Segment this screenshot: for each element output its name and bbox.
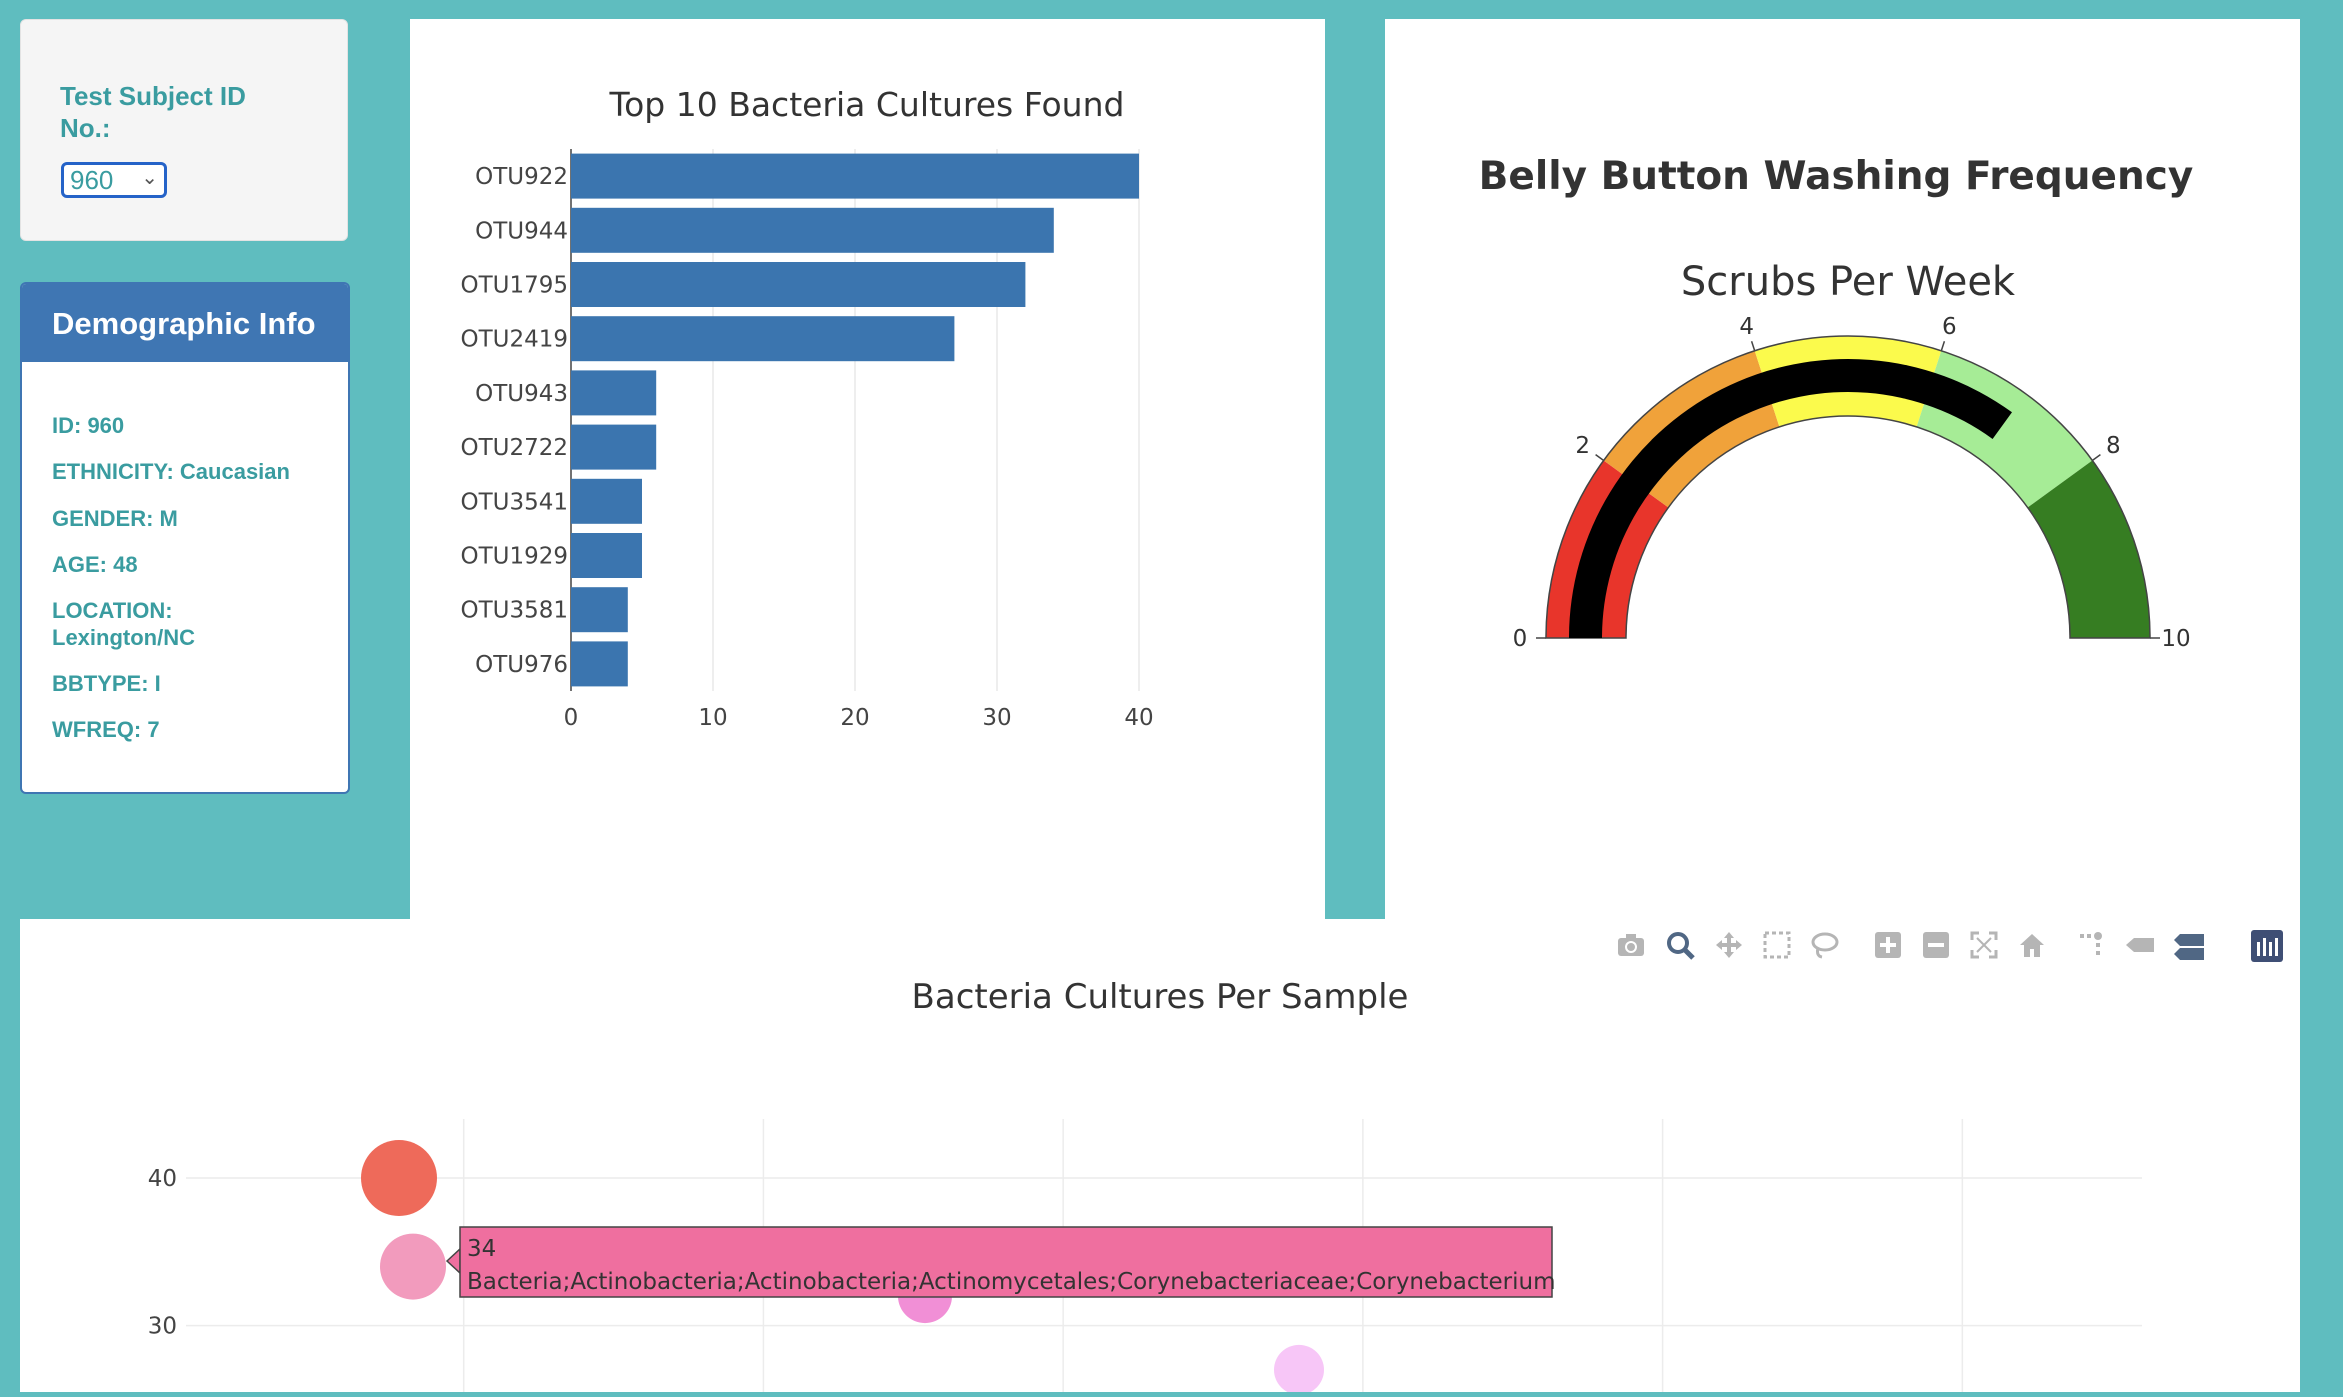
bar-chart-panel: Top 10 Bacteria Cultures Found OTU922 OTU… — [410, 19, 1325, 919]
bar-category-label: OTU976 — [475, 652, 568, 678]
tooltip-pointer — [445, 1247, 461, 1275]
reset-axes-icon[interactable] — [2020, 934, 2044, 957]
bar-x-tick-label: 30 — [982, 705, 1011, 731]
zoom-icon[interactable] — [1667, 932, 1695, 960]
demo-age: AGE: 48 — [52, 552, 138, 577]
bar-category-label: OTU1929 — [460, 544, 568, 570]
tooltip-value: 34 — [467, 1236, 496, 1262]
bar-category-label: OTU943 — [475, 381, 568, 407]
gauge-tick-label: 4 — [1739, 314, 1754, 340]
demo-gender: GENDER: M — [52, 506, 178, 531]
gauge-tick-label: 0 — [1513, 626, 1528, 652]
modebar — [1610, 924, 2300, 966]
bar-category-label: OTU1795 — [460, 273, 568, 299]
gauge-panel: Belly Button Washing Frequency Scrubs Pe… — [1385, 19, 2300, 919]
demographic-info-title: Demographic Info — [52, 306, 316, 341]
gauge-outline — [1545, 335, 2151, 639]
zoom-in-icon[interactable] — [1875, 932, 1901, 958]
subject-id-value: 960 — [70, 165, 114, 195]
gauge-tick — [1750, 341, 1756, 352]
subject-selector-label: Test Subject ID No.: — [60, 81, 246, 143]
subject-selector-panel: Test Subject ID No.: 960 ⌄ — [20, 19, 348, 241]
tooltip-box — [459, 1226, 1553, 1298]
bar[interactable] — [571, 207, 1054, 253]
gauge-value-bar — [1569, 358, 2012, 638]
box-select-icon[interactable] — [1763, 931, 1791, 959]
pan-icon[interactable] — [1716, 932, 1742, 958]
gauge-tick — [1940, 341, 1946, 352]
tooltip-label: Bacteria;Actinobacteria;Actinobacteria;A… — [467, 1269, 1556, 1295]
bar[interactable] — [571, 533, 642, 578]
gauge-tick-label: 2 — [1575, 433, 1590, 459]
gauge-tick — [1595, 454, 1605, 462]
bubble-chart-panel: Bacteria Cultures Per Sample 30 40 34 Bac… — [20, 919, 2300, 1395]
bubble-point[interactable] — [1274, 1344, 1324, 1395]
demo-location: LOCATION: Lexington/NC — [52, 598, 195, 650]
gauge-step — [2027, 460, 2150, 638]
subject-id-select[interactable]: 960 ⌄ — [61, 162, 167, 198]
gauge-chart[interactable]: Belly Button Washing Frequency Scrubs Pe… — [1385, 19, 2300, 919]
bar[interactable] — [571, 370, 657, 416]
bar-x-tick-label: 0 — [564, 705, 579, 731]
bar[interactable] — [571, 641, 628, 687]
hover-closest-icon[interactable] — [2126, 938, 2154, 952]
bar-chart[interactable]: Top 10 Bacteria Cultures Found OTU922 OTU… — [410, 19, 1325, 919]
autoscale-icon[interactable] — [1970, 931, 1998, 959]
bar-x-tick-label: 10 — [698, 705, 727, 731]
lasso-icon[interactable] — [1811, 932, 1839, 959]
bubble-y-tick-label: 30 — [148, 1314, 177, 1340]
camera-icon[interactable] — [1618, 934, 1644, 956]
gauge-subtitle: Scrubs Per Week — [1681, 259, 2016, 305]
bar-category-label: OTU3581 — [460, 598, 568, 624]
demographic-info-panel: Demographic Info ID: 960 ETHNICITY: Cauc… — [20, 282, 350, 794]
demo-wfreq: WFREQ: 7 — [52, 717, 160, 742]
bubble-chart[interactable]: Bacteria Cultures Per Sample 30 40 34 Bac… — [20, 919, 2300, 1395]
gauge-tick-label: 10 — [2161, 626, 2190, 652]
bar-chart-title: Top 10 Bacteria Cultures Found — [609, 85, 1125, 124]
bubble-point[interactable] — [361, 1140, 437, 1217]
bubble-chart-title: Bacteria Cultures Per Sample — [912, 977, 1409, 1017]
bubble-y-tick-label: 40 — [148, 1166, 177, 1192]
gauge-title: Belly Button Washing Frequency — [1479, 154, 2194, 199]
gauge-tick-label: 8 — [2106, 433, 2121, 459]
bubble-point[interactable] — [380, 1233, 446, 1300]
bar[interactable] — [571, 153, 1139, 199]
bar-category-label: OTU922 — [475, 164, 568, 190]
demo-id: ID: 960 — [52, 413, 125, 438]
bar-x-tick-label: 40 — [1124, 705, 1153, 731]
bar[interactable] — [571, 316, 955, 362]
gauge-tick — [2091, 454, 2101, 462]
bar-category-label: OTU3541 — [460, 489, 568, 515]
plotly-logo-icon[interactable] — [2251, 930, 2283, 962]
bar[interactable] — [571, 262, 1026, 307]
demo-bbtype: BBTYPE: I — [52, 671, 161, 696]
bar-category-label: OTU2722 — [460, 435, 568, 461]
spike-lines-icon[interactable] — [2080, 932, 2102, 955]
hover-compare-icon[interactable] — [2174, 934, 2204, 960]
gauge-tick-label: 6 — [1942, 314, 1957, 340]
bar-category-label: OTU944 — [475, 218, 568, 244]
bar[interactable] — [571, 478, 642, 524]
demographic-info-header: Demographic Info — [22, 284, 348, 362]
bar-category-label: OTU2419 — [460, 327, 568, 353]
zoom-out-icon[interactable] — [1923, 932, 1949, 958]
bar[interactable] — [571, 587, 628, 633]
chevron-down-icon: ⌄ — [141, 167, 158, 189]
demo-ethnicity: ETHNICITY: Caucasian — [52, 459, 290, 484]
hover-tooltip: 34 Bacteria;Actinobacteria;Actinobacteri… — [445, 1226, 1556, 1298]
bar[interactable] — [571, 424, 657, 470]
bar-x-tick-label: 20 — [840, 705, 869, 731]
